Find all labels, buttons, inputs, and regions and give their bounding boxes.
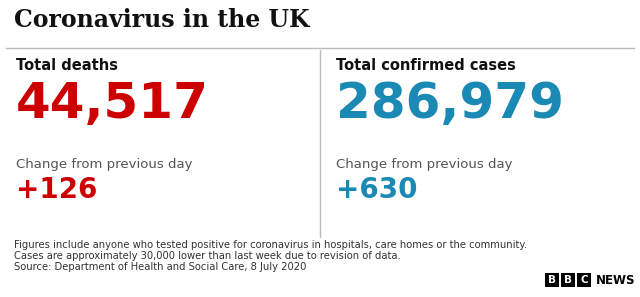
Text: +126: +126: [16, 176, 97, 204]
Bar: [561, 273, 575, 287]
Bar: [545, 273, 559, 287]
Text: 44,517: 44,517: [16, 80, 209, 128]
Text: +630: +630: [336, 176, 417, 204]
Bar: [577, 273, 591, 287]
Text: NEWS: NEWS: [596, 274, 636, 287]
Text: B: B: [548, 275, 556, 285]
Text: Figures include anyone who tested positive for coronavirus in hospitals, care ho: Figures include anyone who tested positi…: [14, 240, 527, 250]
Text: C: C: [580, 275, 588, 285]
Text: 286,979: 286,979: [336, 80, 564, 128]
Text: Total deaths: Total deaths: [16, 58, 118, 73]
Text: Total confirmed cases: Total confirmed cases: [336, 58, 516, 73]
Text: Change from previous day: Change from previous day: [16, 158, 193, 171]
Text: Source: Department of Health and Social Care, 8 July 2020: Source: Department of Health and Social …: [14, 262, 307, 272]
Text: Coronavirus in the UK: Coronavirus in the UK: [14, 8, 310, 32]
Text: Change from previous day: Change from previous day: [336, 158, 513, 171]
Text: Cases are approximately 30,000 lower than last week due to revision of data.: Cases are approximately 30,000 lower tha…: [14, 251, 401, 261]
Text: B: B: [564, 275, 572, 285]
